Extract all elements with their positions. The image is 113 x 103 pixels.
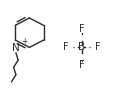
Text: F: F <box>62 42 68 52</box>
Text: +: + <box>21 37 27 46</box>
Text: N: N <box>12 43 20 53</box>
Text: B: B <box>78 42 85 52</box>
Text: F: F <box>78 24 84 34</box>
Text: F: F <box>78 60 84 70</box>
Text: F: F <box>94 42 100 52</box>
